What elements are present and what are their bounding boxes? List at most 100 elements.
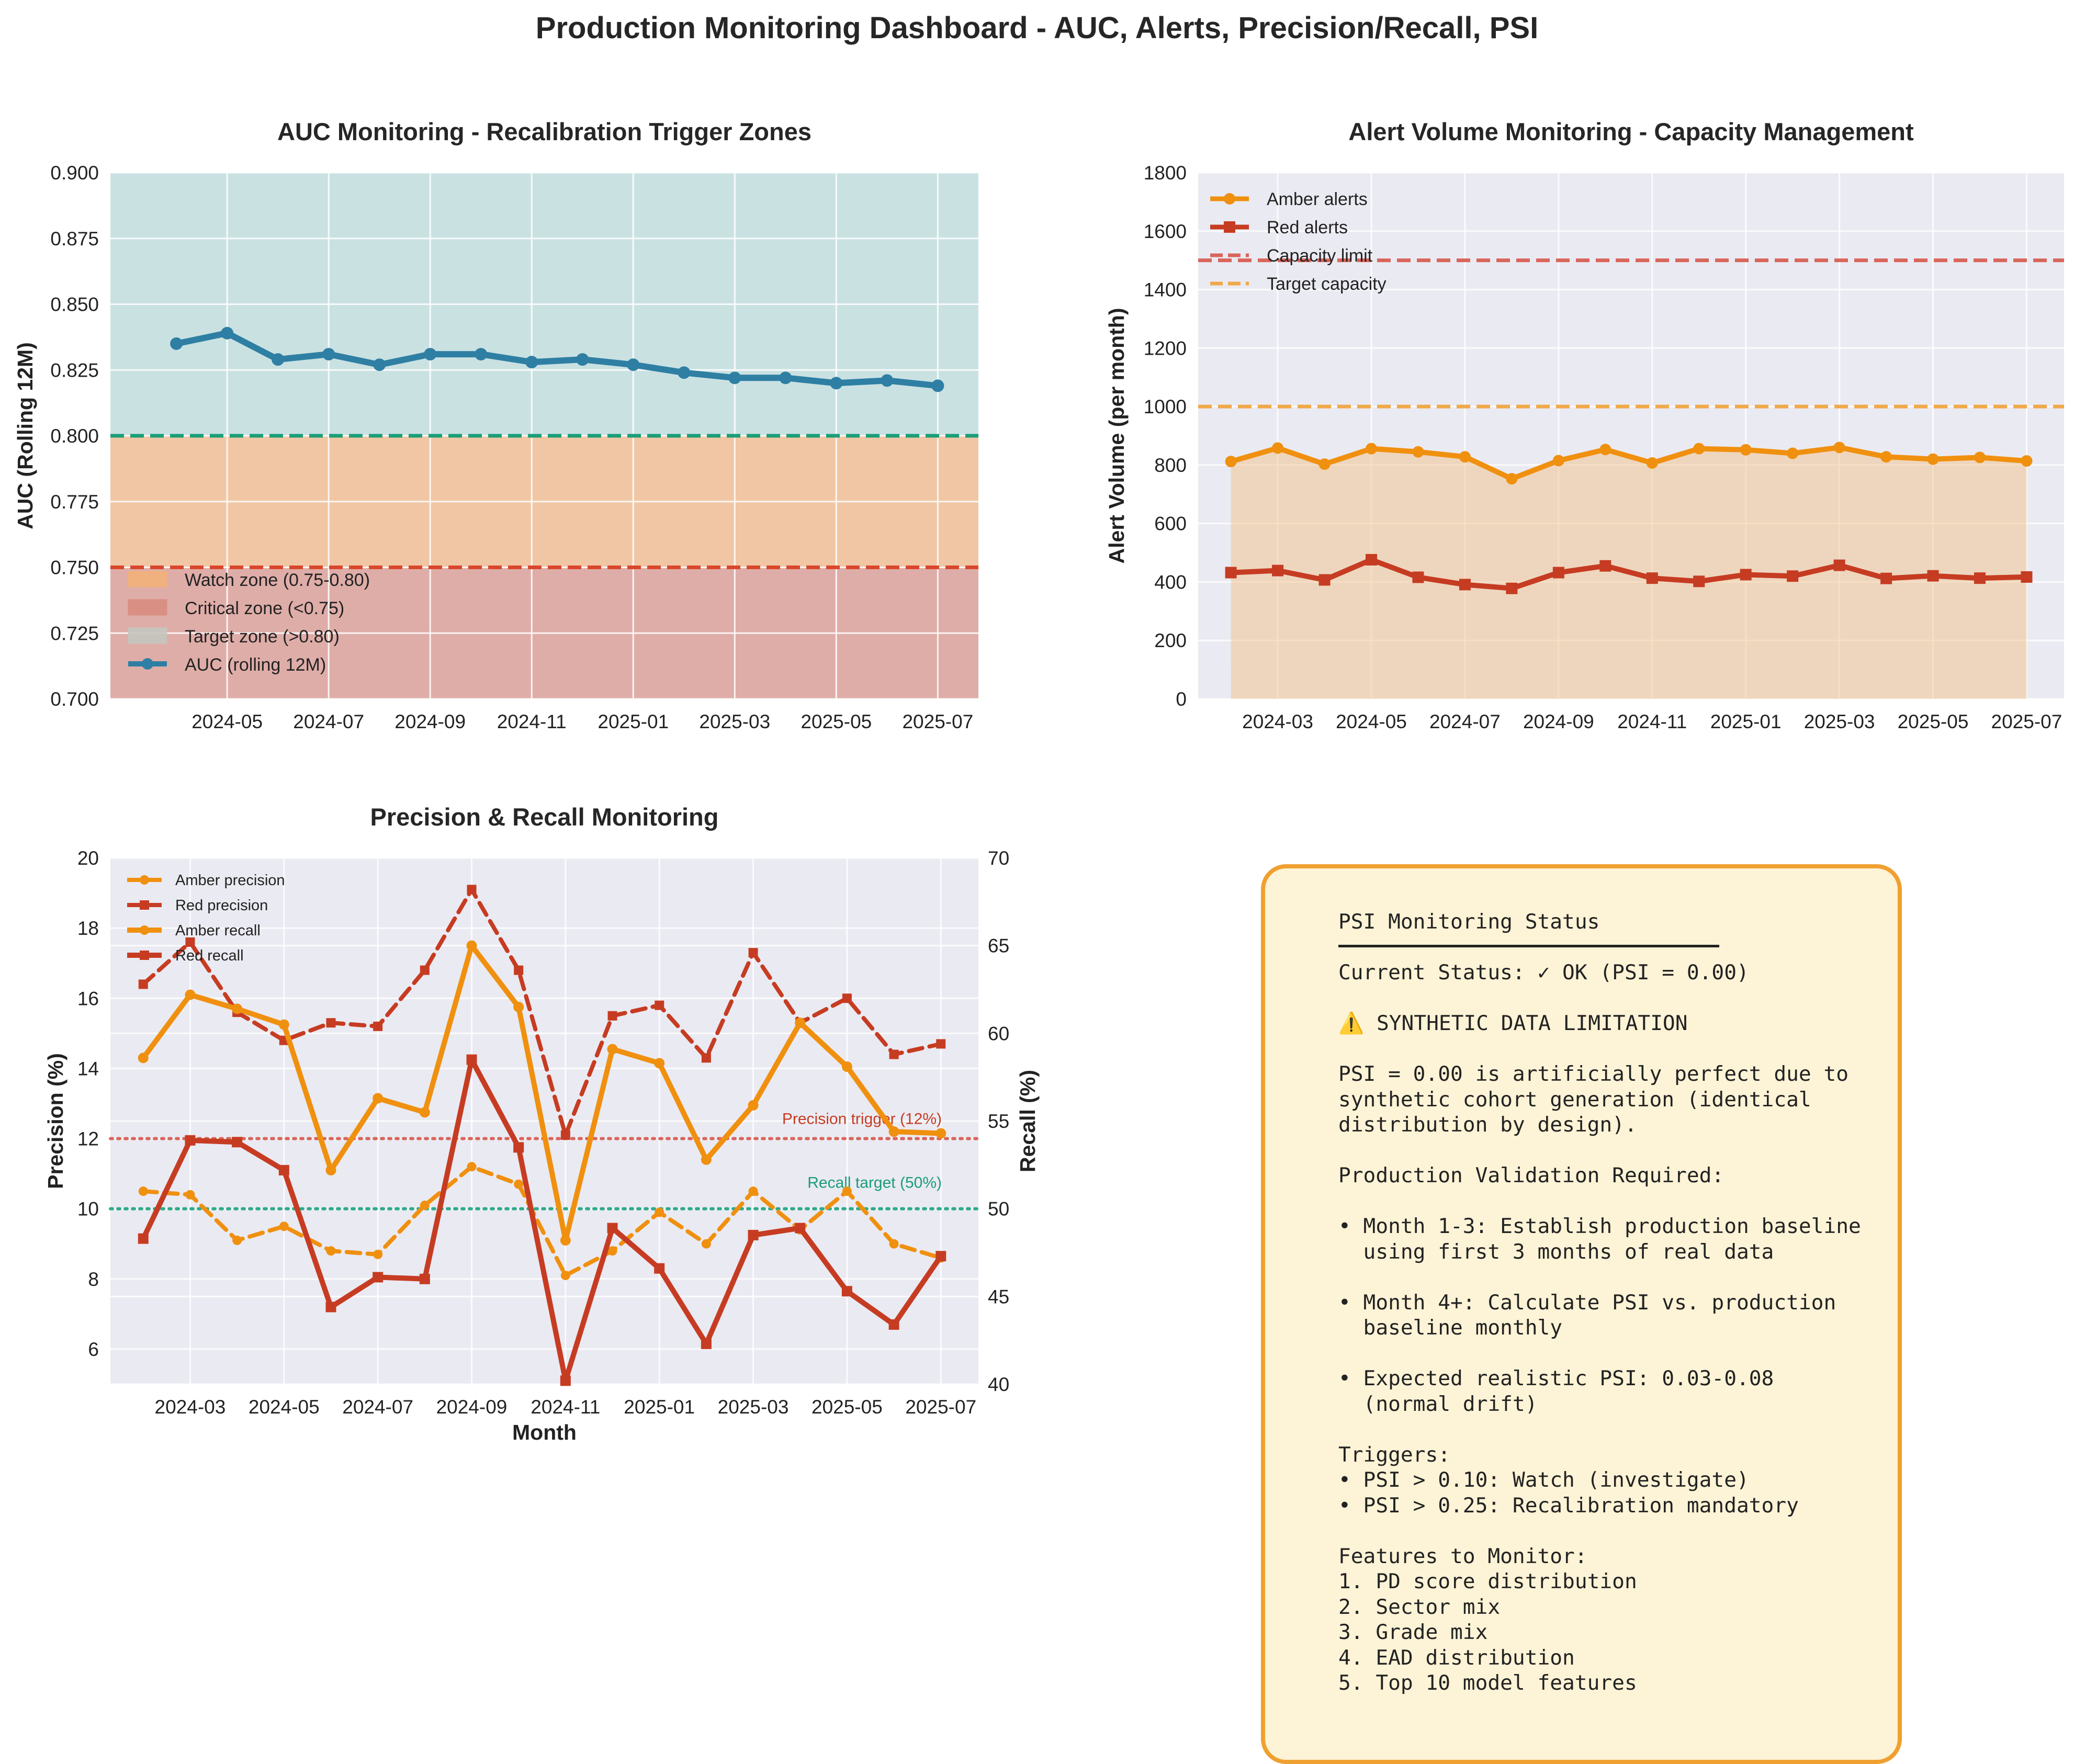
series-point-2 xyxy=(138,1053,149,1064)
x-tick-label: 2024-05 xyxy=(191,711,263,732)
x-tick-label: 2024-05 xyxy=(1336,711,1407,732)
x-tick-label: 2025-01 xyxy=(624,1396,695,1418)
x-tick-label: 2025-07 xyxy=(902,711,973,732)
amber-alert-point xyxy=(1833,442,1845,454)
auc-line xyxy=(173,330,941,389)
series-point-1 xyxy=(326,1018,336,1028)
y-axis-label: Alert Volume (per month) xyxy=(1104,308,1129,564)
y2-tick-label: 65 xyxy=(988,935,1009,957)
legend-swatch xyxy=(128,599,167,616)
x-tick-label: 2025-07 xyxy=(905,1396,976,1418)
auc-point xyxy=(170,337,183,350)
series-point-2 xyxy=(466,940,477,951)
red-alert-point xyxy=(1787,570,1799,582)
series-point-3 xyxy=(795,1223,806,1234)
series-point-2 xyxy=(795,1017,806,1028)
x-tick-label: 2024-07 xyxy=(342,1396,413,1418)
series-point-2 xyxy=(373,1093,384,1104)
x-tick-label: 2024-09 xyxy=(1523,711,1594,732)
series-point-1 xyxy=(185,937,195,947)
x-tick-label: 2025-03 xyxy=(1804,711,1875,732)
series-point-1 xyxy=(936,1039,946,1049)
red-alert-point xyxy=(1366,553,1377,566)
y-tick-label: 0 xyxy=(1176,688,1187,710)
series-point-1 xyxy=(701,1053,711,1063)
y-tick-label: 0.750 xyxy=(50,557,99,579)
x-tick-label: 2025-03 xyxy=(718,1396,789,1418)
recall-target-label: Recall target (50%) xyxy=(807,1174,942,1192)
x-tick-label: 2024-09 xyxy=(394,711,466,732)
legend-marker xyxy=(140,925,149,935)
series-line-2 xyxy=(140,943,944,1243)
legend-marker xyxy=(140,875,149,885)
series-point-3 xyxy=(466,1054,477,1065)
amber-alert-point xyxy=(1412,446,1424,458)
y2-tick-label: 55 xyxy=(988,1111,1009,1132)
series-point-2 xyxy=(325,1164,336,1175)
legend-label: Target zone (>0.80) xyxy=(185,627,340,647)
y2-tick-label: 70 xyxy=(988,847,1009,869)
red-alert-point xyxy=(1318,574,1331,586)
y-tick-label: 1000 xyxy=(1144,396,1187,417)
legend-label: Red alerts xyxy=(1267,218,1348,238)
series-point-0 xyxy=(467,1162,477,1172)
auc-point xyxy=(576,353,589,366)
red-alert-point xyxy=(1225,567,1237,579)
series-point-3 xyxy=(325,1302,336,1313)
auc-point xyxy=(830,377,843,390)
y-tick-label: 1800 xyxy=(1144,162,1187,184)
amber-alert-point xyxy=(1599,444,1611,456)
series-point-0 xyxy=(514,1179,524,1189)
amber-alert-point xyxy=(1272,442,1284,454)
x-axis-label: Month xyxy=(512,1420,577,1444)
auc-point xyxy=(221,326,234,340)
red-alert-point xyxy=(1833,559,1845,571)
series-line-0 xyxy=(141,1164,943,1278)
series-point-3 xyxy=(138,1233,149,1244)
series-point-0 xyxy=(185,1190,195,1200)
legend-swatch xyxy=(128,627,167,644)
series-point-2 xyxy=(607,1044,618,1055)
series-point-0 xyxy=(138,1186,148,1196)
chart-title: Precision & Recall Monitoring xyxy=(370,803,719,831)
series-point-1 xyxy=(889,1049,899,1059)
chart-title: Alert Volume Monitoring - Capacity Manag… xyxy=(1348,118,1914,145)
legend-label: Watch zone (0.75-0.80) xyxy=(185,570,370,590)
series-point-1 xyxy=(607,1011,617,1021)
x-tick-label: 2024-03 xyxy=(1242,711,1313,732)
auc-point xyxy=(272,353,285,366)
series-point-0 xyxy=(420,1200,430,1210)
series-point-2 xyxy=(185,989,196,1000)
x-tick-label: 2024-09 xyxy=(436,1396,508,1418)
series-point-2 xyxy=(513,1002,524,1013)
red-alert-point xyxy=(1880,572,1892,584)
y-tick-label: 6 xyxy=(88,1339,99,1360)
red-alert-point xyxy=(1506,582,1518,594)
legend-marker xyxy=(1224,221,1235,233)
legend-label: Red recall xyxy=(175,947,244,964)
auc-point xyxy=(525,356,538,369)
amber-alert-point xyxy=(2021,455,2033,467)
series-point-3 xyxy=(935,1251,946,1262)
series-point-1 xyxy=(467,885,477,895)
red-alert-point xyxy=(1646,572,1658,584)
y-tick-label: 1400 xyxy=(1144,279,1187,301)
x-tick-label: 2024-11 xyxy=(1617,711,1687,732)
legend-label: Amber alerts xyxy=(1267,189,1368,209)
series-point-0 xyxy=(889,1239,899,1249)
y-axis-label: Precision (%) xyxy=(43,1053,67,1189)
series-point-1 xyxy=(560,1130,570,1140)
amber-alert-point xyxy=(1787,447,1799,459)
x-tick-label: 2025-07 xyxy=(1991,711,2062,732)
series-point-3 xyxy=(560,1375,571,1386)
series-point-1 xyxy=(373,1021,383,1031)
amber-alert-point xyxy=(1318,458,1331,470)
series-point-3 xyxy=(607,1223,618,1234)
y-tick-label: 10 xyxy=(77,1198,99,1220)
series-point-2 xyxy=(888,1126,899,1137)
y-tick-label: 0.875 xyxy=(50,228,99,250)
series-point-1 xyxy=(655,1000,664,1010)
series-point-1 xyxy=(514,965,524,975)
y-tick-label: 0.775 xyxy=(50,491,99,513)
